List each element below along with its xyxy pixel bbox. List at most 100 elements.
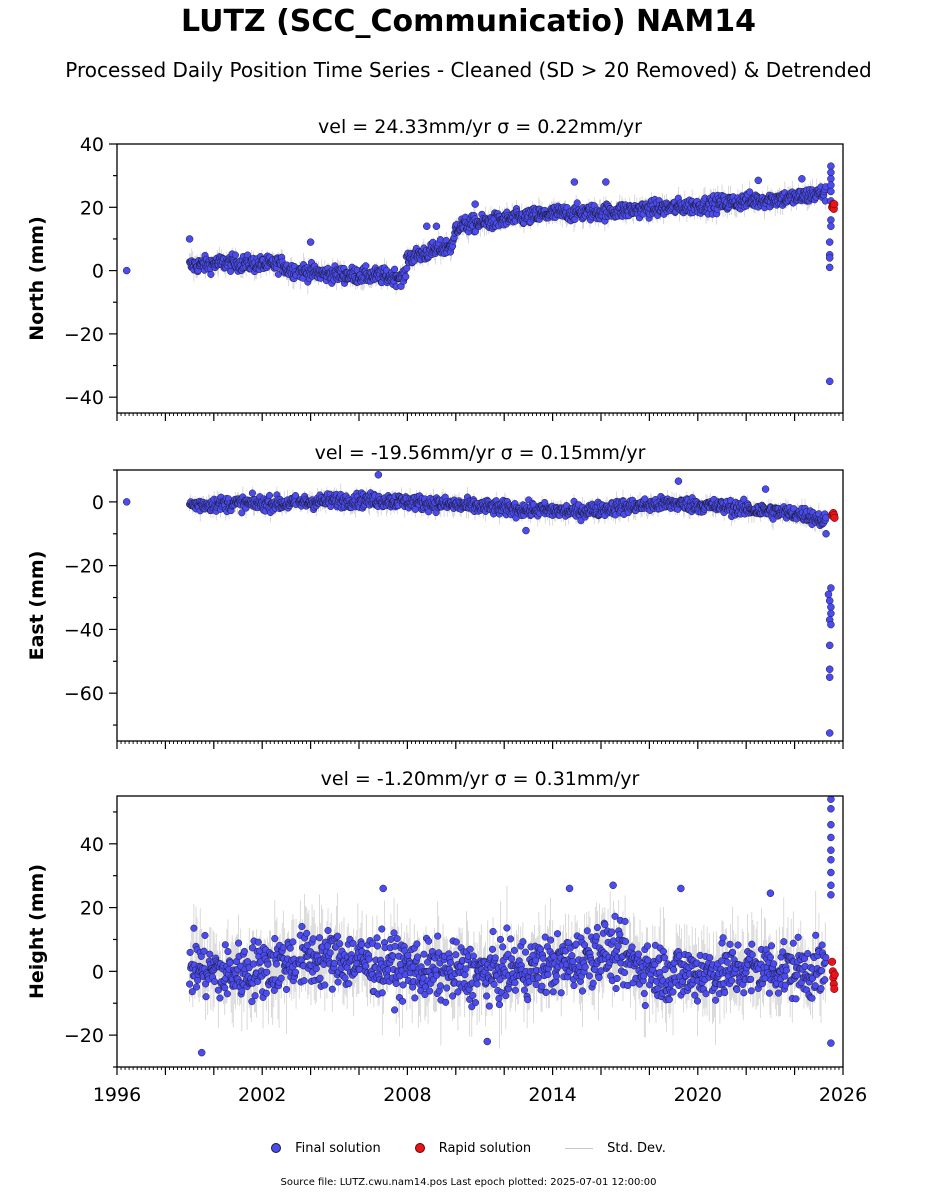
y-tick-label: −20 xyxy=(64,556,104,578)
y-tick-label: −60 xyxy=(64,683,104,705)
final-point xyxy=(202,993,210,1001)
final-point xyxy=(231,251,239,259)
final-point xyxy=(300,977,308,985)
panel-title-2: vel = -19.56mm/yr σ = 0.15mm/yr xyxy=(315,442,646,464)
final-point xyxy=(822,530,830,538)
final-point xyxy=(221,941,229,949)
final-point xyxy=(235,939,243,947)
final-point xyxy=(825,673,834,681)
final-point xyxy=(827,603,835,611)
final-point xyxy=(827,609,835,618)
final-point xyxy=(226,959,234,967)
axes-frame-1 xyxy=(116,143,844,414)
final-point xyxy=(827,168,835,177)
y-tick-label: −40 xyxy=(64,387,104,409)
final-point xyxy=(827,620,835,629)
final-point xyxy=(754,176,763,185)
final-point xyxy=(323,942,332,950)
final-point xyxy=(238,987,246,995)
final-point xyxy=(334,932,342,940)
final-point xyxy=(825,263,834,272)
final-point xyxy=(254,938,262,946)
final-point xyxy=(824,590,833,599)
final-point xyxy=(291,968,300,976)
final-point xyxy=(391,265,399,273)
final-point xyxy=(214,986,222,994)
final-point xyxy=(216,994,224,1002)
final-point xyxy=(312,965,320,973)
final-point xyxy=(827,175,835,183)
final-point xyxy=(345,980,353,988)
final-points-2 xyxy=(122,471,835,737)
rapid-point xyxy=(830,200,839,209)
final-point xyxy=(334,978,342,986)
final-point xyxy=(262,989,270,997)
final-point xyxy=(746,188,754,196)
final-point xyxy=(825,377,834,386)
final-point xyxy=(244,958,252,966)
final-point xyxy=(122,266,131,275)
final-point xyxy=(289,938,297,946)
plot-area-1 xyxy=(122,162,839,386)
final-point xyxy=(200,947,208,955)
y-tick-label: 0 xyxy=(92,261,104,283)
final-point xyxy=(122,498,131,506)
final-point xyxy=(251,992,259,1000)
final-point xyxy=(186,948,194,956)
final-point xyxy=(286,944,294,952)
final-point xyxy=(249,960,258,968)
panel-2: −60 −40 −20 0 vel = -19.56mm/yr σ = 0.15mm/y… xyxy=(26,442,844,749)
final-point xyxy=(271,935,279,943)
final-point xyxy=(324,926,332,935)
final-point xyxy=(827,222,835,231)
final-point xyxy=(240,947,248,955)
final-point xyxy=(306,238,315,246)
chart-subtitle: Processed Daily Position Time Series - C… xyxy=(65,58,872,82)
final-point xyxy=(270,986,278,994)
final-point xyxy=(315,934,324,942)
final-point xyxy=(570,178,579,186)
final-point xyxy=(827,181,835,189)
time-series-chart: −40 −20 0 20 40 vel = 24.33mm/yr σ = 0.22mm/y… xyxy=(26,116,867,1106)
final-point xyxy=(602,178,610,186)
final-point xyxy=(825,641,834,650)
rapid-points-1 xyxy=(828,200,839,213)
final-point xyxy=(221,984,229,992)
final-point xyxy=(194,976,202,984)
final-point xyxy=(298,922,306,931)
final-point xyxy=(321,981,329,989)
final-point xyxy=(358,941,366,949)
final-point xyxy=(825,729,834,737)
final-point xyxy=(223,990,231,998)
plot-area-3 xyxy=(186,796,839,1057)
final-point xyxy=(522,526,530,535)
final-point xyxy=(573,199,581,207)
final-point xyxy=(362,262,370,270)
final-point xyxy=(279,944,287,952)
x-ticks-1 xyxy=(116,413,844,421)
final-point xyxy=(248,944,256,952)
final-point xyxy=(336,940,344,948)
final-point xyxy=(238,509,246,517)
final-point xyxy=(825,665,834,674)
final-point xyxy=(206,950,214,958)
final-point xyxy=(192,983,201,991)
final-point xyxy=(224,947,232,956)
y-ticks-2 xyxy=(109,469,117,726)
final-point xyxy=(827,187,835,196)
y-tick-label: −40 xyxy=(64,619,104,641)
panel-title-1: vel = 24.33mm/yr σ = 0.22mm/yr xyxy=(318,116,642,138)
final-points-3 xyxy=(186,796,835,1057)
panel-1: −40 −20 0 20 40 vel = 24.33mm/yr σ = 0.22mm/y… xyxy=(26,116,844,421)
final-point xyxy=(349,939,357,947)
final-point xyxy=(362,962,370,970)
final-point xyxy=(264,960,272,968)
final-point xyxy=(248,998,256,1006)
y-tick-label: 20 xyxy=(80,197,104,219)
y-ticks-1 xyxy=(109,143,117,398)
final-point xyxy=(761,485,770,493)
final-point xyxy=(471,200,479,208)
final-point xyxy=(282,985,291,993)
final-point xyxy=(330,959,338,967)
